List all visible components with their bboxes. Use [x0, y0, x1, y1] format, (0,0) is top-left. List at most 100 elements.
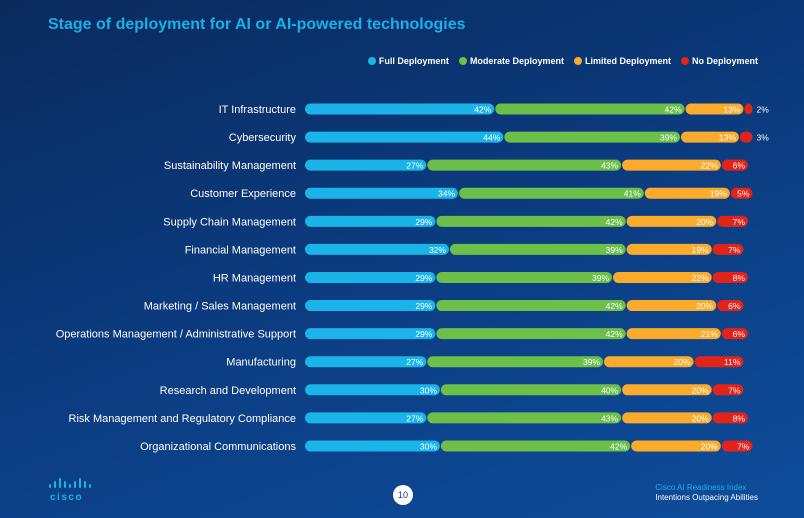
bar-segment-none — [721, 328, 748, 340]
data-label-none: 8% — [733, 273, 746, 283]
data-label-full: 27% — [406, 413, 423, 423]
bar-segment-full — [305, 215, 436, 227]
bar-segment-none — [721, 159, 748, 171]
bar-segment-moderate — [436, 300, 626, 312]
bar-segment-none — [717, 300, 744, 312]
data-label-full: 42% — [474, 105, 491, 115]
category-label: Research and Development — [160, 385, 296, 397]
data-label-full: 29% — [415, 329, 432, 339]
data-label-limited: 13% — [723, 105, 740, 115]
category-label: Sustainability Management — [164, 160, 296, 172]
category-label: Supply Chain Management — [163, 216, 296, 228]
bar-segment-full — [305, 131, 504, 143]
bar-segment-none — [694, 356, 744, 368]
bar-segment-full — [305, 271, 436, 283]
legend-label-full: Full Deployment — [378, 56, 449, 66]
bar-segment-none — [739, 131, 753, 143]
page-number: 10 — [393, 485, 413, 505]
data-label-limited: 20% — [692, 385, 709, 395]
bar-segment-none — [730, 187, 753, 199]
bar-segment-moderate — [427, 159, 622, 171]
legend-item-full: Full Deployment — [367, 56, 449, 66]
legend-item-none: No Deployment — [680, 56, 758, 66]
data-label-none: 11% — [724, 357, 741, 367]
data-label-limited: 20% — [701, 441, 718, 451]
data-label-limited: 19% — [692, 245, 709, 255]
stacked-bar-chart: IT Infrastructure 42% 42% 13% 2% Cybersecurit… — [56, 103, 753, 452]
bar-segment-none — [717, 215, 748, 227]
bar-segment-moderate — [440, 440, 631, 452]
data-label-limited: 22% — [701, 161, 718, 171]
bar-segment-full — [305, 328, 436, 340]
data-label-moderate: 42% — [665, 105, 682, 115]
data-label-full: 30% — [420, 441, 437, 451]
data-label-limited: 13% — [719, 133, 736, 143]
data-label-none: 6% — [733, 161, 746, 171]
data-label-none: 7% — [728, 245, 741, 255]
bar-segment-none — [712, 384, 744, 396]
bar-segment-full — [305, 159, 427, 171]
data-label-moderate: 43% — [601, 161, 618, 171]
data-label-limited: 21% — [701, 329, 718, 339]
bar-segment-moderate — [495, 103, 685, 115]
bar-segment-moderate — [427, 412, 622, 424]
legend-swatch-none — [680, 57, 689, 65]
bar-segment-none — [712, 271, 748, 283]
category-label: Operations Management / Administrative S… — [56, 329, 296, 341]
bar-segment-full — [305, 300, 436, 312]
legend-item-moderate: Moderate Deployment — [458, 56, 564, 66]
bar-segment-none — [721, 440, 753, 452]
category-label: Risk Management and Regulatory Complianc… — [69, 413, 296, 425]
bar-segment-moderate — [459, 187, 644, 199]
data-label-none: 6% — [728, 301, 741, 311]
bar-segment-full — [305, 384, 440, 396]
bar-segment-full — [305, 103, 495, 115]
legend-label-moderate: Moderate Deployment — [469, 56, 564, 66]
category-label: Manufacturing — [226, 357, 296, 369]
bar-segment-limited — [626, 243, 712, 255]
data-label-full: 30% — [420, 385, 437, 395]
bar-segment-full — [305, 243, 449, 255]
bar-segment-moderate — [427, 356, 603, 368]
bar-segment-limited — [622, 384, 712, 396]
footer-caption: Cisco AI Readiness Index Intentions Outp… — [655, 483, 758, 503]
category-label: Cybersecurity — [229, 132, 297, 144]
data-label-moderate: 41% — [624, 189, 641, 199]
bar-segment-moderate — [436, 328, 626, 340]
cisco-logo-text: cisco — [50, 492, 83, 502]
data-label-limited: 20% — [696, 301, 713, 311]
cisco-logo: cisco — [48, 478, 92, 507]
bar-segment-limited — [644, 187, 730, 199]
data-label-none: 7% — [728, 385, 741, 395]
legend-swatch-limited — [573, 57, 582, 65]
bar-segment-full — [305, 412, 427, 424]
data-label-moderate: 39% — [606, 245, 623, 255]
footer-line-2: Intentions Outpacing Abilities — [655, 493, 758, 502]
bar-segment-limited — [685, 103, 744, 115]
bar-segment-limited — [626, 300, 717, 312]
data-label-limited: 22% — [692, 273, 709, 283]
category-label: Customer Experience — [190, 188, 296, 200]
data-label-moderate: 40% — [601, 385, 618, 395]
bar-segment-limited — [622, 159, 721, 171]
legend-swatch-full — [367, 57, 376, 65]
legend-swatch-moderate — [458, 57, 467, 65]
bar-segment-full — [305, 440, 440, 452]
data-label-full: 32% — [429, 245, 446, 255]
bar-segment-full — [305, 356, 427, 368]
bar-segment-limited — [626, 215, 717, 227]
bar-segment-moderate — [449, 243, 626, 255]
data-label-none: 6% — [733, 329, 746, 339]
data-label-full: 29% — [415, 217, 432, 227]
data-label-full: 27% — [406, 161, 423, 171]
data-label-full: 34% — [438, 189, 455, 199]
legend-label-limited: Limited Deployment — [584, 56, 671, 66]
bar-segment-limited — [603, 356, 694, 368]
bar-segment-limited — [631, 440, 721, 452]
bar-segment-limited — [626, 328, 721, 340]
footer-line-1: Cisco AI Readiness Index — [655, 483, 747, 492]
bar-segment-moderate — [504, 131, 680, 143]
bar-segment-full — [305, 187, 459, 199]
data-label-moderate: 42% — [606, 329, 623, 339]
bar-segment-none — [712, 243, 744, 255]
